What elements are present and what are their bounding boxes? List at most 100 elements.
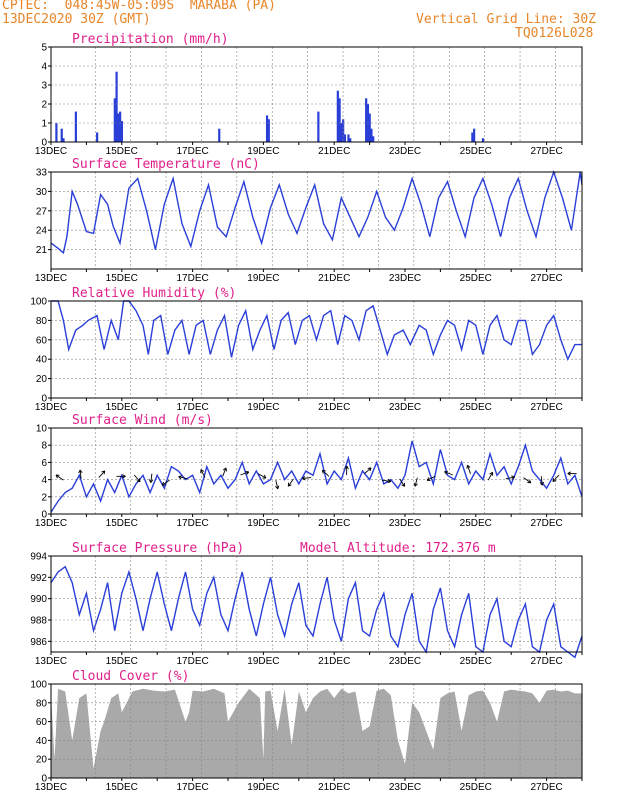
wind-arrow-head <box>136 478 141 483</box>
x-tick-label: 17DEC <box>176 273 208 284</box>
humidity-line <box>51 300 582 361</box>
y-tick-label: 992 <box>30 573 47 584</box>
x-tick-label: 19DEC <box>247 402 279 413</box>
precip-bar <box>343 134 347 142</box>
y-tick-label: 100 <box>30 297 47 308</box>
temperature-panel: Surface Temperature (nC) 21 24 27 30 33 13DEC 1… <box>35 157 583 284</box>
x-tick-label: 25DEC <box>460 402 492 413</box>
y-tick-label: 1 <box>41 119 47 130</box>
x-tick-label: 17DEC <box>176 518 208 529</box>
x-tick-label: 25DEC <box>460 782 492 793</box>
temperature-line <box>50 169 583 255</box>
x-tick-label: 17DEC <box>176 782 208 793</box>
wind-arrow-head <box>301 476 306 481</box>
y-tick-label: 80 <box>36 698 48 709</box>
wind-arrow-head <box>401 482 406 487</box>
wind-arrow-head <box>344 465 349 470</box>
precipitation-frame <box>50 46 583 143</box>
precip-bar <box>471 132 474 142</box>
precip-bar <box>365 98 368 142</box>
precip-bar <box>74 111 77 142</box>
x-tick-label: 21DEC <box>318 656 350 667</box>
wind-arrow <box>363 467 372 475</box>
y-tick-label: 5 <box>41 43 47 54</box>
wind-arrow <box>467 465 471 474</box>
precip-bar <box>338 98 341 142</box>
precip-bar <box>481 138 485 142</box>
precip-bar <box>115 71 118 142</box>
y-tick-label: 0 <box>41 394 47 405</box>
x-tick-label: 19DEC <box>247 146 279 157</box>
wind-arrow <box>399 478 406 487</box>
x-tick-label: 25DEC <box>460 146 492 157</box>
wind-arrow <box>79 469 82 479</box>
x-tick-label: 15DEC <box>106 146 138 157</box>
temperature-title: Surface Temperature (nC) <box>72 157 260 172</box>
wind-arrow <box>414 477 418 487</box>
x-tick-label: 15DEC <box>106 273 138 284</box>
x-tick-label: 23DEC <box>389 146 421 157</box>
pressure-title: Surface Pressure (hPa) <box>72 541 244 556</box>
wind-arrow-head <box>321 469 326 474</box>
y-tick-label: 0 <box>41 774 47 785</box>
x-tick-label: 13DEC <box>35 146 67 157</box>
x-tick-label: 27DEC <box>530 273 562 284</box>
x-tick-label: 15DEC <box>106 782 138 793</box>
wind-arrow <box>133 474 141 483</box>
x-tick-label: 27DEC <box>530 782 562 793</box>
y-tick-label: 30 <box>36 187 48 198</box>
wind-arrow <box>161 479 170 486</box>
y-tick-label: 986 <box>30 637 47 648</box>
pressure-line <box>50 565 583 659</box>
y-tick-label: 100 <box>30 680 47 691</box>
y-tick-label: 4 <box>41 62 47 73</box>
precip-bar <box>370 128 373 142</box>
wind-arrow <box>444 471 453 476</box>
x-tick-label: 15DEC <box>106 402 138 413</box>
precip-bar <box>120 121 123 142</box>
header-location: CPTEC: 048:45W-05:09S MARABA (PA) <box>2 0 276 13</box>
y-tick-label: 10 <box>36 424 48 435</box>
wind-arrow-head <box>148 479 154 483</box>
cloud-cover-panel: Cloud Cover (%) 0 20 40 60 80 100 13DEC 15DEC 17D… <box>30 669 583 793</box>
wind-arrow <box>381 479 391 482</box>
y-tick-label: 2 <box>41 100 47 111</box>
humidity-frame <box>50 300 583 399</box>
y-tick-label: 988 <box>30 616 47 627</box>
y-tick-label: 60 <box>36 717 48 728</box>
x-tick-label: 19DEC <box>247 518 279 529</box>
y-tick-label: 4 <box>41 475 47 486</box>
x-tick-label: 17DEC <box>176 146 208 157</box>
pressure-frame <box>50 555 583 653</box>
precip-bar <box>336 90 339 142</box>
precip-bar <box>347 134 350 142</box>
precip-bar <box>117 113 120 142</box>
y-tick-label: 24 <box>36 226 48 237</box>
x-tick-label: 13DEC <box>35 782 67 793</box>
x-tick-label: 25DEC <box>460 273 492 284</box>
wind-arrow-head <box>101 470 106 475</box>
y-tick-label: 3 <box>41 81 47 92</box>
x-tick-label: 21DEC <box>318 402 350 413</box>
wind-arrow <box>275 480 279 490</box>
precip-bar <box>60 128 63 142</box>
wind-arrow-head <box>552 478 557 483</box>
wind-arrow-head <box>161 481 166 486</box>
wind-arrow <box>540 476 543 486</box>
x-tick-label: 17DEC <box>176 656 208 667</box>
wind-arrow <box>98 470 106 478</box>
precip-bar <box>342 119 345 142</box>
x-tick-label: 13DEC <box>35 518 67 529</box>
precip-bar <box>349 138 352 142</box>
precipitation-panel: Precipitation (mm/h) 0 1 2 3 4 5 13DEC 15DEC 17DE… <box>35 32 583 157</box>
precip-bar <box>218 128 221 142</box>
header-code: TQ0126L028 <box>515 26 594 41</box>
y-tick-label: 0 <box>41 138 47 149</box>
cloud-cover-frame <box>50 683 583 779</box>
wind-arrow-head <box>444 470 448 475</box>
wind-arrow <box>552 474 560 482</box>
precip-bar <box>55 123 58 142</box>
y-tick-label: 33 <box>36 168 48 179</box>
